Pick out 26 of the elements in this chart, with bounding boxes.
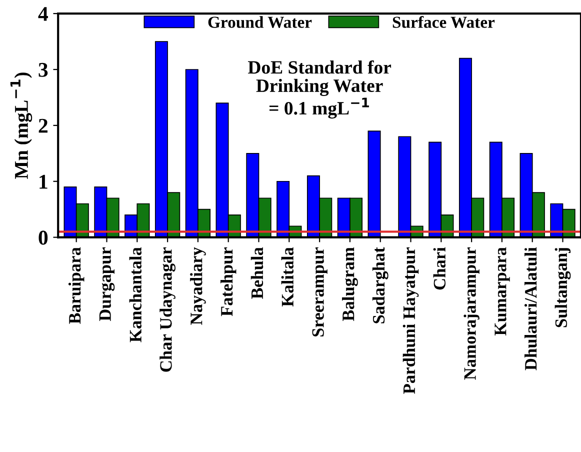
- legend-label: Ground Water: [208, 16, 312, 28]
- x-tick-label: Dhulauri/Alatuli: [524, 247, 537, 370]
- x-tick-label: Sadarghat: [372, 247, 388, 324]
- y-axis-title: Mn (mgL$^{−1}$): [10, 72, 32, 179]
- x-tick-label: Sreerampur: [312, 247, 328, 336]
- x-tick-label: Chari: [433, 247, 446, 290]
- x-tick-label: Behula: [250, 247, 264, 299]
- x-tick-label: Kalitala: [281, 247, 294, 307]
- legend-label: Surface Water: [392, 16, 495, 28]
- x-tick-label: Fatehpur: [220, 247, 236, 316]
- y-tick-label: 1: [40, 174, 48, 189]
- x-tick-label: Pardhuni Hayatpur: [402, 247, 419, 394]
- y-tick-label: 3: [38, 62, 48, 77]
- y-tick-label: 0: [38, 230, 48, 245]
- x-tick-label: Durgapur: [99, 247, 115, 321]
- x-tick-label: Nayadiary: [190, 247, 206, 325]
- annotation: DoE Standard for Drinking Water = 0.1 mgL$^{−1}$: [248, 60, 392, 119]
- x-tick-label: Balugram: [342, 247, 358, 321]
- y-tick-label: 2: [38, 118, 48, 133]
- x-tick-label: Kumarpara: [494, 247, 510, 336]
- x-tick-label: Kanchantala: [129, 247, 142, 342]
- y-tick-label: 4: [38, 7, 48, 21]
- x-tick-label: Char Udaynagar: [160, 247, 176, 372]
- x-tick-label: Sultanganj: [554, 248, 571, 328]
- x-tick-label: Namorajarampur: [464, 247, 480, 380]
- x-tick-label: Baruipara: [68, 247, 84, 324]
